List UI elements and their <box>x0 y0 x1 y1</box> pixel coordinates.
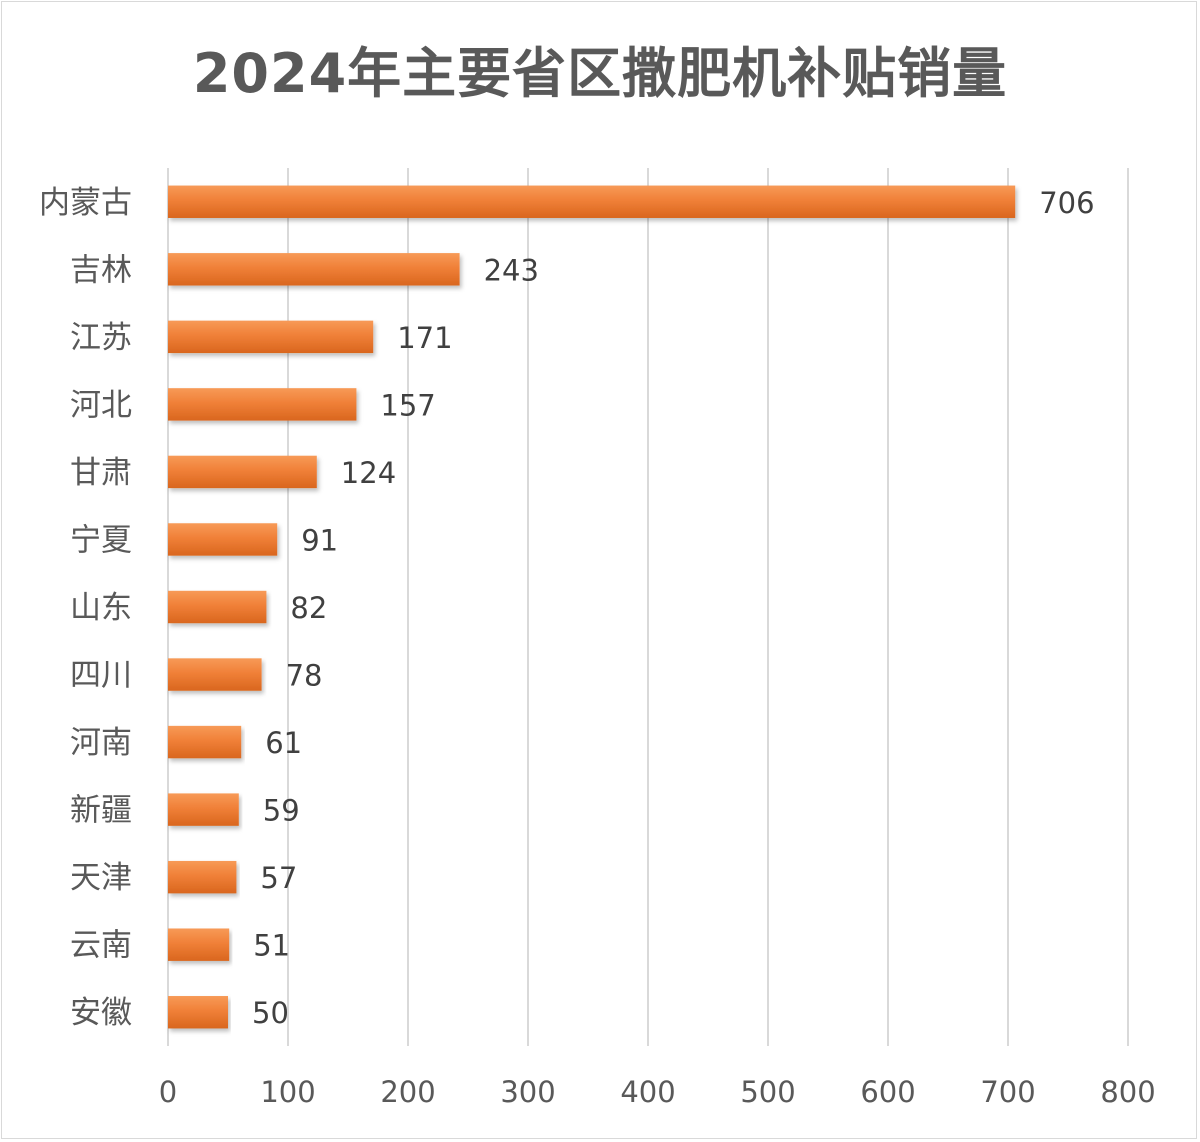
category-label: 四川 <box>70 658 132 694</box>
x-tick-label: 500 <box>740 1075 795 1109</box>
chart-title: 2024年主要省区撒肥机补贴销量 <box>192 42 1008 105</box>
bar-3 <box>168 388 357 421</box>
category-label: 新疆 <box>70 793 132 829</box>
data-label: 51 <box>253 929 290 963</box>
x-tick-label: 200 <box>380 1075 435 1109</box>
bar-7 <box>168 658 262 691</box>
data-label: 91 <box>301 523 338 557</box>
data-label: 157 <box>380 388 435 422</box>
bar-1 <box>168 253 460 286</box>
data-label: 61 <box>265 726 302 760</box>
bar-5 <box>168 523 278 556</box>
x-tick-label: 800 <box>1100 1075 1155 1109</box>
data-label: 706 <box>1039 186 1094 220</box>
data-label: 57 <box>260 861 297 895</box>
data-label: 59 <box>263 794 300 828</box>
category-label: 甘肃 <box>70 455 132 491</box>
bar-4 <box>168 455 317 489</box>
x-tick-label: 100 <box>260 1075 315 1109</box>
data-label: 124 <box>341 456 396 490</box>
x-tick-label: 700 <box>980 1075 1035 1109</box>
bar-11 <box>168 928 230 961</box>
bar-12 <box>168 996 228 1029</box>
bar-2 <box>168 320 374 354</box>
x-tick-label: 0 <box>159 1075 177 1109</box>
category-label: 江苏 <box>70 320 132 356</box>
gridlines <box>167 168 1129 1046</box>
labels: 0 100 200 300 400 500 600 700 800 内蒙古 706 吉林 243 江苏 17… <box>39 185 1156 1109</box>
category-label: 内蒙古 <box>39 185 132 221</box>
category-label: 山东 <box>70 590 132 626</box>
data-label: 171 <box>397 321 452 355</box>
category-label: 吉林 <box>70 252 132 288</box>
data-label: 82 <box>290 591 327 625</box>
category-label: 宁夏 <box>70 522 132 558</box>
bar-0 <box>168 185 1016 218</box>
category-label: 安徽 <box>70 995 132 1031</box>
bars <box>168 185 1016 1029</box>
category-label: 河南 <box>70 725 132 761</box>
data-label: 243 <box>484 253 539 287</box>
x-tick-label: 300 <box>500 1075 555 1109</box>
data-label: 78 <box>286 659 323 693</box>
x-tick-label: 600 <box>860 1075 915 1109</box>
category-label: 河北 <box>70 387 132 423</box>
x-tick-label: 400 <box>620 1075 675 1109</box>
bar-6 <box>168 590 267 624</box>
bar-8 <box>168 725 242 759</box>
bar-9 <box>168 793 239 826</box>
category-label: 云南 <box>70 928 132 964</box>
bar-10 <box>168 860 237 894</box>
data-label: 50 <box>252 996 289 1030</box>
category-label: 天津 <box>70 860 132 896</box>
